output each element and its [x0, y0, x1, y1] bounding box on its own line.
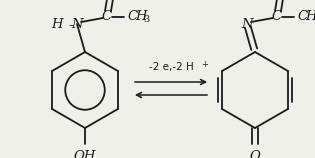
Text: C: C — [297, 10, 307, 24]
Text: N: N — [71, 18, 83, 30]
Text: H: H — [51, 18, 63, 31]
Text: C: C — [102, 10, 112, 24]
Text: H: H — [135, 10, 146, 24]
Text: 3: 3 — [143, 15, 149, 24]
Text: –: – — [68, 20, 74, 30]
Text: H: H — [305, 10, 315, 24]
Text: C: C — [127, 10, 137, 24]
Text: N: N — [241, 18, 253, 30]
Text: +: + — [201, 60, 208, 69]
Text: -2 e,-2 H: -2 e,-2 H — [149, 62, 193, 72]
Text: O: O — [249, 150, 261, 158]
Text: C: C — [272, 10, 282, 24]
Text: 3: 3 — [313, 15, 315, 24]
Text: OH: OH — [74, 150, 96, 158]
